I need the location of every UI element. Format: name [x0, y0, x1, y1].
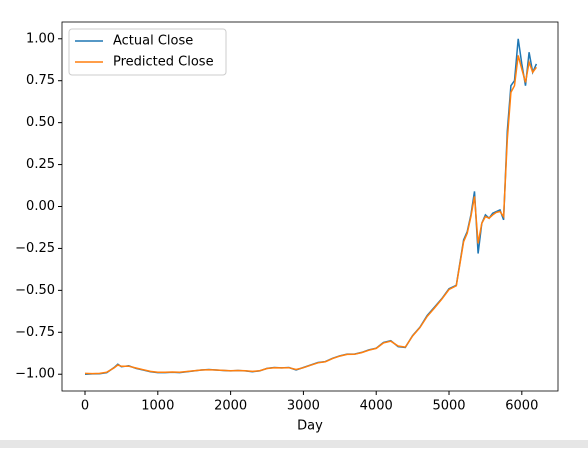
y-tick-label: −0.50: [15, 283, 55, 298]
series-line: [84, 38, 538, 375]
y-tick-label: 0.25: [26, 157, 55, 172]
x-tick-label: 5000: [432, 399, 465, 414]
y-tick-label: 1.00: [26, 31, 55, 46]
y-tick-label: 0.75: [26, 73, 55, 88]
x-axis-label: Day: [297, 419, 323, 434]
x-tick-label: 1000: [141, 399, 174, 414]
scrollbar: [0, 440, 588, 448]
x-tick-label: 0: [81, 399, 89, 414]
legend-label: Actual Close: [113, 34, 193, 49]
series-line: [84, 55, 538, 375]
y-tick-label: −1.00: [15, 367, 55, 382]
y-tick-label: 0.50: [26, 115, 55, 130]
x-tick-label: 6000: [505, 399, 538, 414]
y-tick-label: −0.75: [15, 325, 55, 340]
y-tick-label: −0.25: [15, 241, 55, 256]
legend-box: [68, 28, 227, 76]
y-tick-label: 0.00: [26, 199, 55, 214]
x-tick-label: 2000: [214, 399, 247, 414]
x-tick-label: 3000: [287, 399, 320, 414]
axes-frame: [61, 21, 559, 392]
x-tick-label: 4000: [360, 399, 393, 414]
legend-label: Predicted Close: [113, 55, 214, 70]
